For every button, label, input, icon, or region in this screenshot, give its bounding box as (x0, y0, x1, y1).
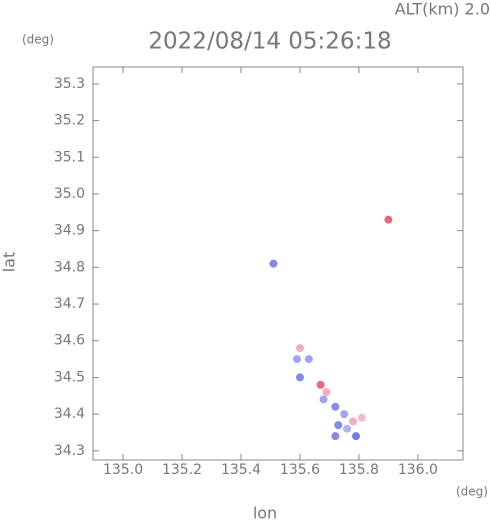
x-tick-label: 136.0 (398, 462, 438, 478)
x-axis-label: lon (253, 504, 277, 521)
y-tick-label: 35.1 (54, 149, 85, 165)
y-tick-label: 34.8 (54, 259, 85, 275)
echo-point (316, 380, 325, 389)
plot-frame (92, 66, 464, 461)
echo-point (322, 388, 331, 397)
y-axis-label: lat (0, 252, 19, 273)
echo-point (343, 424, 352, 433)
y-tick-label: 34.7 (54, 296, 85, 312)
chart-title: 2022/08/14 05:26:18 (148, 29, 391, 55)
x-tick-label: 135.2 (162, 462, 202, 478)
echo-point (349, 417, 358, 426)
x-tick-label: 135.8 (339, 462, 379, 478)
y-tick-label: 34.6 (54, 333, 85, 349)
echo-point (357, 413, 366, 422)
echo-point (331, 432, 340, 441)
x-tick-label: 135.4 (221, 462, 261, 478)
x-tick-label: 135.6 (280, 462, 320, 478)
echo-point (351, 432, 360, 441)
echo-point (269, 259, 278, 268)
echo-point (340, 410, 349, 419)
echo-point (293, 355, 302, 364)
y-tick-label: 35.2 (54, 113, 85, 129)
echo-point (384, 215, 393, 224)
x-tick-label: 135.0 (103, 462, 143, 478)
y-tick-label: 34.9 (54, 223, 85, 239)
echo-point (295, 344, 304, 353)
y-tick-label: 34.5 (54, 369, 85, 385)
echo-point (304, 355, 313, 364)
echo-point (331, 402, 340, 411)
subtitle: ALT(km) 2.0 (395, 0, 490, 19)
y-tick-label: 34.4 (54, 406, 85, 422)
x-unit: (deg) (456, 485, 488, 499)
echo-point (295, 373, 304, 382)
echo-point (319, 395, 328, 404)
y-tick-label: 35.0 (54, 186, 85, 202)
y-tick-label: 34.3 (54, 443, 85, 459)
echo-point (334, 421, 343, 430)
y-tick-label: 35.3 (54, 76, 85, 92)
y-unit: (deg) (22, 33, 54, 47)
